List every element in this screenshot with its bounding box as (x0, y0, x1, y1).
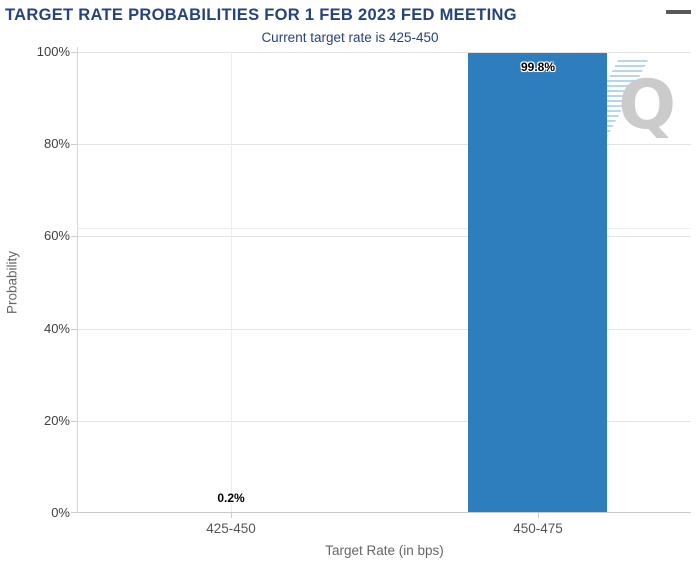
gridline (78, 236, 691, 237)
y-axis-tick (71, 329, 77, 330)
faint-line (78, 228, 691, 229)
y-axis-title: Probability (4, 250, 20, 315)
y-axis-tick (71, 144, 77, 145)
y-axis-tick (71, 512, 77, 513)
y-axis-line (77, 47, 78, 513)
bar-value-label: 99.8% (520, 60, 556, 74)
y-axis-tick-label: 0% (51, 505, 70, 520)
gridline (78, 144, 691, 145)
plot-area: 0.2% 99.8% (78, 52, 691, 513)
y-axis-tick-label: 100% (36, 44, 70, 59)
y-axis-tick-label: 80% (43, 136, 70, 151)
x-axis-tick (538, 513, 539, 518)
gridline (78, 421, 691, 422)
y-axis-tick (71, 52, 77, 53)
y-axis-tick-label: 40% (43, 321, 70, 336)
hamburger-bar (666, 10, 691, 14)
page-title: TARGET RATE PROBABILITIES FOR 1 FEB 2023… (5, 6, 517, 24)
x-axis-category-label: 450-475 (513, 521, 563, 536)
probability-bar[interactable] (468, 53, 607, 513)
y-axis-tick-label: 20% (43, 413, 70, 428)
gridline (78, 52, 691, 53)
category-gridline (231, 52, 232, 513)
hamburger-menu-icon[interactable] (666, 10, 691, 29)
gridline (78, 329, 691, 330)
x-axis-baseline (78, 512, 691, 513)
watermark-q-logo: Q (618, 66, 676, 145)
bar-value-label: 0.2% (217, 491, 245, 505)
x-axis-title: Target Rate (in bps) (325, 543, 444, 558)
quikstrike-watermark: Q (565, 58, 676, 158)
y-axis-tick (71, 421, 77, 422)
y-axis-tick-label: 60% (43, 228, 70, 243)
y-axis-tick (71, 236, 77, 237)
chart-subtitle: Current target rate is 425-450 (261, 30, 439, 45)
x-axis-category-label: 425-450 (206, 521, 256, 536)
x-axis-tick (231, 513, 232, 518)
